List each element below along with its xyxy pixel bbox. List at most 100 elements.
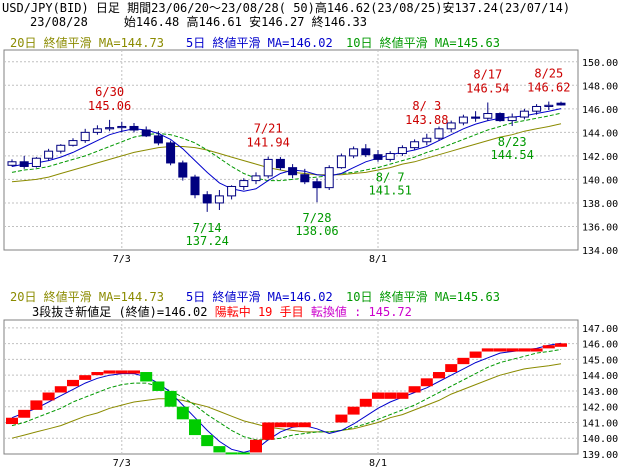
brick-up bbox=[250, 439, 262, 453]
info-prefix: 3段抜き新値足 (終値)=146.02 bbox=[32, 304, 215, 319]
annotation-value: 141.51 bbox=[369, 184, 412, 198]
candle-body bbox=[80, 131, 90, 142]
candle-body bbox=[410, 141, 420, 149]
annotation-date: 6/30 bbox=[95, 85, 124, 99]
brick-up bbox=[481, 348, 494, 352]
brick-down bbox=[201, 435, 214, 447]
y-tick-label: 143.00 bbox=[582, 387, 618, 398]
candle-body bbox=[422, 137, 432, 143]
candle-body bbox=[361, 148, 371, 156]
candle-body bbox=[263, 158, 273, 177]
ma10-line bbox=[11, 349, 562, 441]
legend-ma10: 10日 終値平滑 MA=145.63 bbox=[346, 289, 500, 304]
candle-body bbox=[336, 155, 346, 169]
annotation-date: 8/23 bbox=[498, 135, 527, 149]
annotation-date: 8/25 bbox=[534, 67, 563, 81]
y-tick-label: 138.00 bbox=[582, 199, 618, 210]
candle-body bbox=[239, 180, 249, 187]
x-tick-label: 7/3 bbox=[113, 254, 131, 265]
brick-up bbox=[30, 400, 43, 410]
brick-up bbox=[347, 406, 360, 415]
brick-up bbox=[103, 370, 116, 374]
brick-up bbox=[420, 378, 433, 387]
legend-ma5: 5日 終値平滑 MA=146.02 bbox=[186, 35, 333, 50]
annotation-date: 8/ 7 bbox=[376, 171, 405, 185]
brick-up bbox=[469, 351, 482, 358]
candle-body bbox=[214, 195, 224, 204]
x-tick-label: 8/1 bbox=[369, 254, 387, 265]
candle-body bbox=[141, 129, 151, 137]
annotation-value: 145.06 bbox=[88, 99, 131, 113]
candle-body bbox=[7, 161, 17, 166]
brick-up bbox=[18, 409, 31, 418]
ma10-line bbox=[11, 112, 562, 182]
annotation-date: 8/17 bbox=[473, 67, 502, 81]
brick-up bbox=[384, 392, 397, 399]
y-tick-label: 142.00 bbox=[582, 152, 618, 163]
brick-up bbox=[506, 348, 519, 352]
annotation-value: 138.06 bbox=[295, 224, 338, 238]
brick-down bbox=[164, 390, 177, 407]
brick-up bbox=[335, 414, 348, 423]
annotation-value: 146.62 bbox=[527, 81, 570, 95]
candle-body bbox=[300, 174, 310, 183]
candle-body bbox=[227, 185, 237, 197]
brick-up bbox=[542, 345, 555, 349]
y-tick-label: 142.00 bbox=[582, 403, 618, 414]
brick-up bbox=[298, 422, 311, 428]
brick-up bbox=[457, 357, 470, 365]
brick-up bbox=[262, 422, 275, 440]
y-tick-label: 145.00 bbox=[582, 355, 618, 366]
annotation-value: 144.54 bbox=[491, 148, 534, 162]
candle-body bbox=[507, 116, 517, 122]
annotation-date: 7/21 bbox=[254, 122, 283, 136]
brick-up bbox=[67, 379, 79, 387]
candle-body bbox=[19, 161, 29, 167]
candle-body bbox=[129, 125, 139, 131]
candle-body bbox=[397, 147, 407, 155]
brick-up bbox=[372, 392, 384, 399]
candle-body bbox=[349, 148, 359, 157]
brick-down bbox=[189, 419, 201, 436]
candle-body bbox=[556, 102, 566, 106]
brick-up bbox=[42, 392, 55, 401]
x-tick-label: 8/1 bbox=[369, 458, 387, 469]
candle-body bbox=[312, 181, 322, 189]
candle-body bbox=[44, 150, 54, 159]
annotation-value: 137.24 bbox=[186, 234, 229, 248]
brick-up bbox=[79, 375, 92, 380]
y-tick-label: 136.00 bbox=[582, 222, 618, 233]
brick-down bbox=[225, 452, 238, 455]
brick-up bbox=[396, 392, 409, 399]
y-tick-label: 139.00 bbox=[582, 450, 618, 461]
annotation-value: 141.94 bbox=[247, 136, 290, 150]
info-status: 陽転中 bbox=[215, 304, 258, 319]
brick-up bbox=[274, 422, 287, 428]
candle-body bbox=[105, 127, 115, 130]
candle-body bbox=[434, 128, 444, 139]
y-tick-label: 134.00 bbox=[582, 246, 618, 257]
candle-body bbox=[446, 122, 456, 130]
candle-body bbox=[166, 142, 176, 164]
brick-up bbox=[359, 398, 372, 407]
annotation-value: 143.88 bbox=[405, 113, 448, 127]
candle-body bbox=[544, 104, 554, 107]
brick-up bbox=[433, 372, 445, 379]
info-count: 19 手目 bbox=[258, 305, 311, 319]
annotation-date: 7/14 bbox=[193, 221, 222, 235]
linebreak-plot-frame bbox=[3, 319, 579, 455]
candle-body bbox=[178, 162, 188, 178]
candle-body bbox=[56, 144, 66, 152]
brick-up bbox=[115, 370, 128, 374]
brick-up bbox=[128, 370, 140, 374]
brick-up bbox=[494, 348, 506, 352]
candle-body bbox=[483, 113, 493, 119]
candle-body bbox=[471, 116, 481, 119]
y-tick-label: 147.00 bbox=[582, 324, 618, 335]
brick-down bbox=[176, 406, 189, 420]
brick-down bbox=[152, 381, 165, 391]
brick-up bbox=[408, 386, 421, 393]
y-tick-label: 148.00 bbox=[582, 81, 618, 92]
brick-down bbox=[213, 446, 226, 453]
